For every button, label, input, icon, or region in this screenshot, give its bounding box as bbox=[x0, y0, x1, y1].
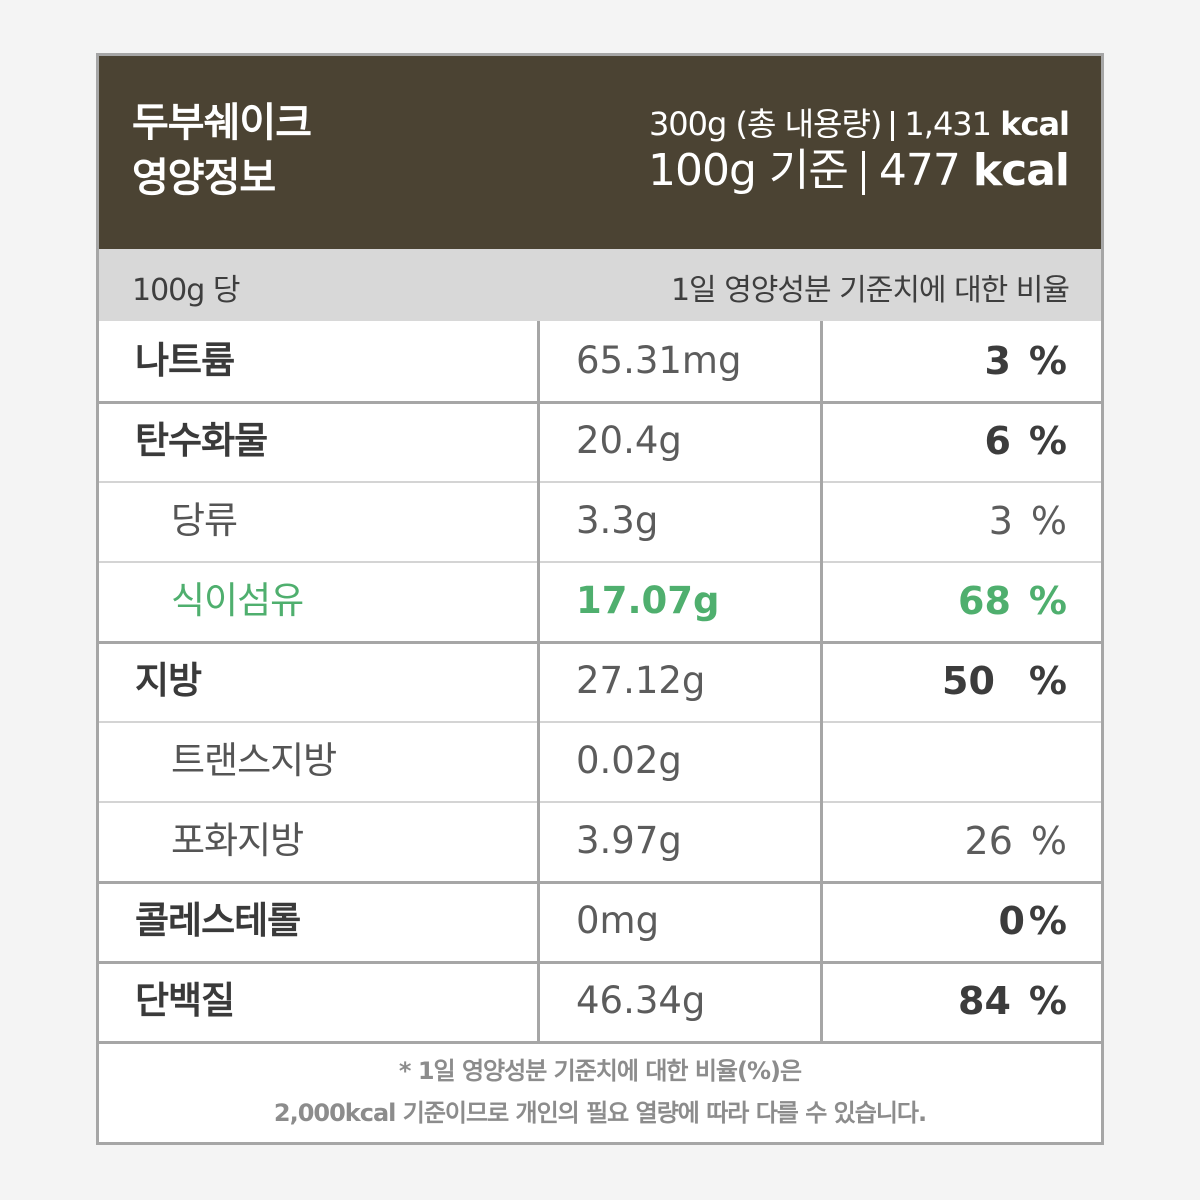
percent-value: 3 bbox=[984, 339, 1011, 383]
nutrient-name: 식이섬유 bbox=[171, 579, 304, 622]
nutrient-amount: 46.34g bbox=[576, 979, 706, 1022]
percent-value: 3 bbox=[988, 499, 1013, 543]
table-subheader: 100g 당 1일 영양성분 기준치에 대한 비율 bbox=[99, 249, 1101, 321]
nutrient-amount: 20.4g bbox=[576, 419, 682, 462]
calorie-summary: 300g (총 내용량) 1,431 kcal 100g 기준 477 kcal bbox=[648, 104, 1070, 198]
daily-percent bbox=[1049, 721, 1067, 801]
percent-sign: % bbox=[1028, 419, 1067, 463]
daily-percent: 50% bbox=[942, 641, 1067, 721]
row-divider bbox=[99, 721, 1101, 723]
daily-percent: 0% bbox=[998, 881, 1067, 961]
nutrient-amount: 65.31mg bbox=[576, 339, 742, 382]
row-divider bbox=[99, 801, 1101, 803]
row-divider bbox=[99, 481, 1101, 483]
daily-percent: 26% bbox=[965, 801, 1067, 881]
per-weight: 100g 기준 bbox=[648, 145, 849, 196]
nutrition-facts-panel: 두부쉐이크 영양정보 300g (총 내용량) 1,431 kcal 100g 기… bbox=[96, 53, 1104, 1145]
percent-value: 84 bbox=[958, 979, 1011, 1023]
nutrient-name: 트랜스지방 bbox=[171, 739, 337, 782]
per-amount-label: 100g 당 bbox=[132, 273, 240, 308]
percent-sign: % bbox=[1028, 579, 1067, 623]
kcal-unit: kcal bbox=[972, 145, 1070, 196]
total-weight: 300g (총 내용량) bbox=[648, 105, 882, 143]
per-100g-calories-line: 100g 기준 477 kcal bbox=[648, 144, 1070, 198]
daily-percent: 6% bbox=[984, 401, 1067, 481]
nutrient-name: 포화지방 bbox=[171, 819, 304, 862]
row-divider bbox=[99, 961, 1101, 964]
total-calories-line: 300g (총 내용량) 1,431 kcal bbox=[648, 104, 1070, 144]
row-divider bbox=[99, 561, 1101, 563]
nutrient-name: 나트륨 bbox=[135, 339, 235, 382]
table-row-saturated-fat: 포화지방 3.97g 26% bbox=[99, 801, 1101, 881]
percent-sign: % bbox=[1030, 499, 1067, 543]
nutrient-name: 당류 bbox=[171, 499, 238, 542]
nutrient-amount: 3.97g bbox=[576, 819, 682, 862]
percent-value: 6 bbox=[984, 419, 1011, 463]
nutrition-info-label: 영양정보 bbox=[132, 155, 276, 201]
nutrient-name: 단백질 bbox=[135, 979, 235, 1022]
daily-value-label: 1일 영양성분 기준치에 대한 비율 bbox=[670, 273, 1070, 308]
percent-value: 0 bbox=[998, 899, 1025, 943]
percent-sign: % bbox=[1028, 899, 1067, 943]
footnote-line-1: * 1일 영양성분 기준치에 대한 비율(%)은 bbox=[398, 1057, 802, 1085]
percent-sign: % bbox=[1028, 339, 1067, 383]
table-row-trans-fat: 트랜스지방 0.02g bbox=[99, 721, 1101, 801]
footnote: * 1일 영양성분 기준치에 대한 비율(%)은 2,000kcal 기준이므로… bbox=[99, 1044, 1101, 1142]
nutrient-amount: 27.12g bbox=[576, 659, 706, 702]
nutrient-amount: 0mg bbox=[576, 899, 660, 942]
percent-sign: % bbox=[1030, 819, 1067, 863]
percent-value: 50 bbox=[942, 659, 995, 703]
percent-sign: % bbox=[1028, 659, 1067, 703]
row-divider bbox=[99, 881, 1101, 884]
nutrient-amount: 0.02g bbox=[576, 739, 682, 782]
row-divider bbox=[99, 641, 1101, 644]
percent-value: 68 bbox=[958, 579, 1011, 623]
divider bbox=[891, 111, 895, 141]
product-title: 두부쉐이크 영양정보 bbox=[132, 96, 312, 206]
nutrient-amount: 3.3g bbox=[576, 499, 659, 542]
percent-value: 26 bbox=[964, 819, 1013, 863]
table-row-cholesterol: 콜레스테롤 0mg 0% bbox=[99, 881, 1101, 961]
table-row-dietary-fiber: 식이섬유 17.07g 68% bbox=[99, 561, 1101, 641]
daily-percent: 68% bbox=[958, 561, 1067, 641]
table-row-sugars: 당류 3.3g 3% bbox=[99, 481, 1101, 561]
total-kcal: 1,431 bbox=[904, 105, 992, 143]
table-row-fat: 지방 27.12g 50% bbox=[99, 641, 1101, 721]
nutrition-header: 두부쉐이크 영양정보 300g (총 내용량) 1,431 kcal 100g 기… bbox=[99, 56, 1101, 249]
column-divider bbox=[537, 321, 540, 1041]
row-divider bbox=[99, 401, 1101, 404]
daily-percent: 3% bbox=[984, 321, 1067, 401]
table-row-carbohydrate: 탄수화물 20.4g 6% bbox=[99, 401, 1101, 481]
percent-sign: % bbox=[1028, 979, 1067, 1023]
column-divider bbox=[820, 321, 823, 1041]
kcal-unit: kcal bbox=[1000, 105, 1070, 143]
table-row-protein: 단백질 46.34g 84% bbox=[99, 961, 1101, 1041]
product-name: 두부쉐이크 bbox=[132, 100, 312, 146]
footnote-line-2: 2,000kcal 기준이므로 개인의 필요 열량에 따라 다를 수 있습니다. bbox=[273, 1099, 927, 1127]
row-divider bbox=[99, 1041, 1101, 1044]
table-row-sodium: 나트륨 65.31mg 3% bbox=[99, 321, 1101, 401]
nutrient-amount: 17.07g bbox=[576, 579, 720, 622]
daily-percent: 3% bbox=[989, 481, 1067, 561]
nutrient-name: 탄수화물 bbox=[135, 419, 268, 462]
divider bbox=[861, 151, 865, 195]
nutrient-name: 콜레스테롤 bbox=[135, 899, 301, 942]
per-kcal: 477 bbox=[878, 145, 961, 196]
daily-percent: 84% bbox=[958, 961, 1067, 1041]
nutrient-name: 지방 bbox=[135, 659, 202, 702]
